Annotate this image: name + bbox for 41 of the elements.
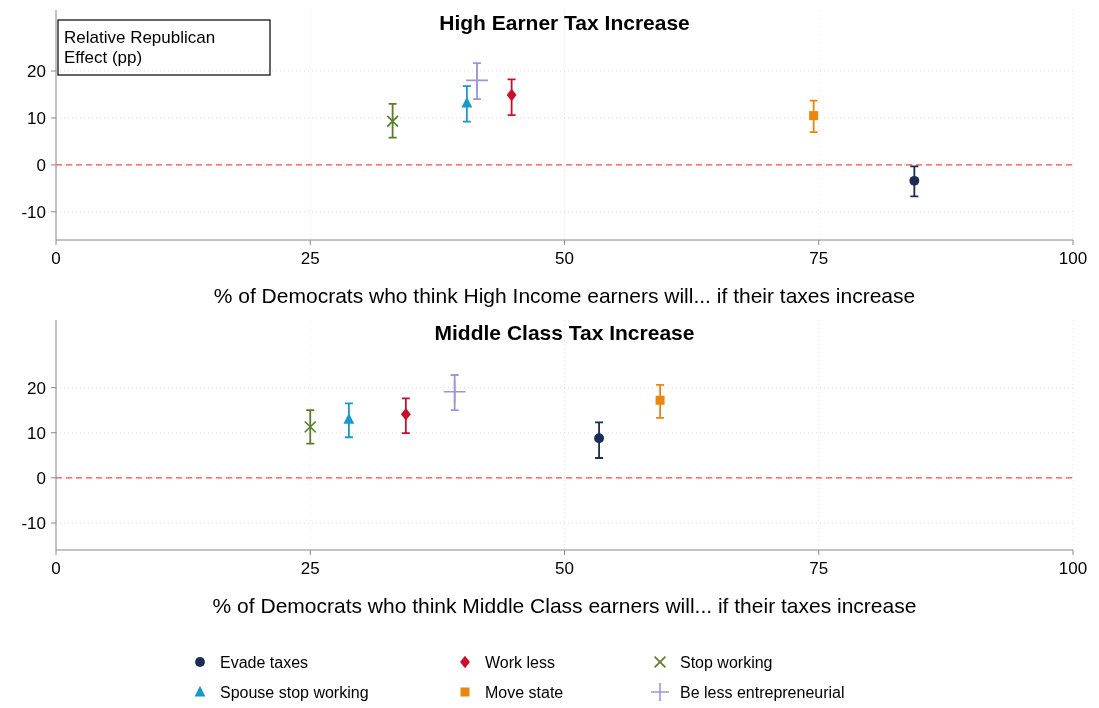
x-tick-label: 25 <box>300 249 320 268</box>
legend-label: Work less <box>485 654 555 671</box>
chart-title: High Earner Tax Increase <box>439 11 690 34</box>
legend-label: Spouse stop working <box>220 684 369 701</box>
y-tick-label: 20 <box>27 62 46 82</box>
point <box>443 380 466 403</box>
x-tick-label: 0 <box>51 249 61 268</box>
legend-label: Move state <box>485 684 564 701</box>
y-tick-label: 0 <box>36 468 46 488</box>
y-tick-label: 20 <box>27 378 46 398</box>
y-tick-label: 10 <box>27 423 46 443</box>
x-tick-label: 25 <box>300 559 320 578</box>
point <box>304 420 317 434</box>
chart-title: Middle Class Tax Increase <box>434 321 695 344</box>
legend-label: Be less entrepreneurial <box>680 684 845 701</box>
point <box>466 69 489 92</box>
y-tick-label: -10 <box>21 202 46 222</box>
point <box>655 395 665 405</box>
y-tick-label: 10 <box>27 108 46 128</box>
point <box>400 407 411 421</box>
x-tick-label: 50 <box>555 559 574 578</box>
point <box>909 175 920 186</box>
y-tick-label: -10 <box>21 513 46 533</box>
point <box>809 111 819 121</box>
point <box>386 115 399 128</box>
point <box>594 433 605 444</box>
legend-label: Stop working <box>680 654 773 671</box>
y-tick-label: 0 <box>36 155 46 175</box>
legend-label: Evade taxes <box>220 654 309 671</box>
x-tick-label: 50 <box>555 249 574 268</box>
x-axis-title: % of Democrats who think Middle Class earners will... if their taxes increase <box>212 594 917 617</box>
point <box>506 88 517 102</box>
x-tick-label: 0 <box>51 559 61 578</box>
x-tick-label: 75 <box>809 559 829 578</box>
point <box>343 412 355 424</box>
x-tick-label: 75 <box>809 249 829 268</box>
x-tick-label: 100 <box>1058 249 1088 268</box>
x-tick-label: 100 <box>1058 559 1088 578</box>
y-axis-title: Relative Republican Effect (pp) <box>64 28 216 67</box>
x-axis-title: % of Democrats who think High Income earners will... if their taxes increase <box>213 284 916 307</box>
point <box>461 96 473 108</box>
